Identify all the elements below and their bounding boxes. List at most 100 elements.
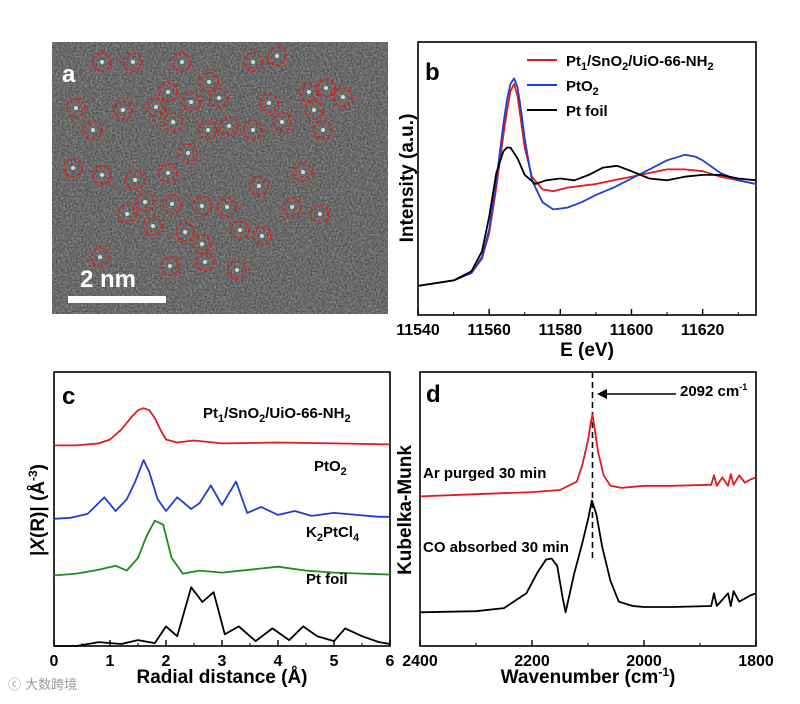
atom-dot [200, 204, 204, 208]
atom-marker-circle [252, 226, 272, 246]
series-line-d-co-absorbed-30-min [419, 499, 757, 614]
atom-marker-circle [272, 112, 292, 132]
atom-dot [257, 184, 261, 188]
atom-marker-circle [163, 112, 183, 132]
atom-dot [168, 264, 172, 268]
atom-dot [307, 90, 311, 94]
atom-marker-circle [160, 256, 180, 276]
x-tick-label-d: 2200 [514, 653, 550, 670]
atom-marker-circle [282, 197, 302, 217]
atom-marker-circle [135, 192, 155, 212]
plot-frame-b [417, 41, 757, 316]
x-tick-label-c: 0 [50, 653, 59, 670]
atom-marker-circle [316, 78, 336, 98]
micrograph-noise [52, 42, 388, 314]
series-c [53, 407, 391, 647]
atom-marker-circle [209, 88, 229, 108]
atom-dot [98, 255, 102, 259]
atom-dot [312, 108, 316, 112]
x-tick-label-d: 2400 [402, 653, 438, 670]
atom-dot [341, 95, 345, 99]
atom-marker-circle [181, 92, 201, 112]
atom-dot [100, 173, 104, 177]
watermark-text: 大数跨境 [25, 678, 78, 693]
x-tick-label-c: 5 [330, 653, 339, 670]
atom-marker-circle [293, 162, 313, 182]
x-ticks-b: 11540 11560 11580 11600 11620 [396, 309, 739, 339]
atom-marker-circle [92, 52, 112, 72]
atom-dot [301, 170, 305, 174]
atom-marker-circle [83, 120, 103, 140]
series-label-k2ptcl4: K2PtCl4 [306, 524, 360, 544]
x-tick-label-b: 11600 [610, 322, 654, 339]
atom-dot [225, 205, 229, 209]
atom-marker-circle [66, 98, 86, 118]
series-line-b-pt-foil [417, 146, 757, 287]
atom-marker-circle [310, 204, 330, 224]
series-label-pt1: Pt1/SnO2/UiO-66-NH2 [203, 405, 351, 425]
series-d [419, 413, 757, 614]
atom-dot [324, 86, 328, 90]
atom-dot [154, 105, 158, 109]
atom-dot [183, 230, 187, 234]
atom-marker-circle [198, 120, 218, 140]
atom-marker-circle [227, 260, 247, 280]
series-line-b-pto2 [417, 77, 757, 287]
panel-d: 2400 2200 2000 1800 d 2092 cm-1 Ar purged 3… [395, 371, 774, 688]
atom-marker-circle [195, 252, 215, 272]
atom-marker-circle [219, 116, 239, 136]
panel-c: 0 1 2 3 4 5 6 c Radial distance (Å) |X(R)| (Å-… [26, 371, 395, 688]
atom-marker-circle [172, 52, 192, 72]
atom-dot [171, 120, 175, 124]
atom-dot [133, 178, 137, 182]
series-line-c-k2ptcl4 [53, 519, 391, 577]
series-label-pto2: PtO2 [314, 458, 347, 478]
atom-marker-circle [175, 222, 195, 242]
atom-dot [170, 202, 174, 206]
scale-bar [68, 296, 166, 303]
atom-dot [189, 100, 193, 104]
atom-marker-circle [313, 120, 333, 140]
scale-bar-label: 2 nm [80, 266, 136, 293]
atom-marker-circle [243, 120, 263, 140]
atom-marker-circle [146, 97, 166, 117]
atom-markers [63, 46, 353, 280]
atom-dot [318, 212, 322, 216]
atom-dot [121, 108, 125, 112]
atom-marker-circle [299, 82, 319, 102]
atom-marker-circle [243, 52, 263, 72]
atom-marker-circle [92, 165, 112, 185]
atom-dot [125, 212, 129, 216]
atom-dot [186, 151, 190, 155]
atom-marker-circle [178, 143, 198, 163]
x-tick-label-d: 1800 [738, 653, 774, 670]
series-label-ptfoil: Pt foil [306, 571, 348, 588]
atom-dot [217, 96, 221, 100]
atom-marker-circle [333, 87, 353, 107]
series-line-c-pt-foil [54, 586, 391, 647]
atom-marker-circle [230, 220, 250, 240]
atom-dot [166, 90, 170, 94]
atom-marker-circle [192, 196, 212, 216]
atom-marker-circle [158, 163, 178, 183]
plot-frame-d [419, 371, 757, 647]
atom-dot [275, 54, 279, 58]
series-line-c-pto2 [53, 459, 390, 520]
atom-dot [166, 171, 170, 175]
y-axis-title-d: Kubelka-Munk [395, 445, 416, 575]
y-axis-title-c: |X(R)| (Å-3) [26, 464, 49, 556]
panel-letter-c: c [62, 383, 75, 410]
watermark: ⓒ 大数跨境 [8, 678, 78, 693]
atom-marker-circle [199, 72, 219, 92]
atom-dot [91, 128, 95, 132]
atom-marker-circle [162, 194, 182, 214]
atom-dot [238, 228, 242, 232]
legend-label-pto2: PtO2 [566, 78, 599, 98]
atom-dot [100, 60, 104, 64]
atom-marker-circle [125, 170, 145, 190]
legend-label-pt1: Pt1/SnO2/UiO-66-NH2 [566, 53, 714, 73]
legend-label-ptfoil: Pt foil [566, 103, 608, 120]
series-line-c-pt1-sno2-uio-66-nh2 [54, 407, 391, 447]
atom-dot [280, 120, 284, 124]
